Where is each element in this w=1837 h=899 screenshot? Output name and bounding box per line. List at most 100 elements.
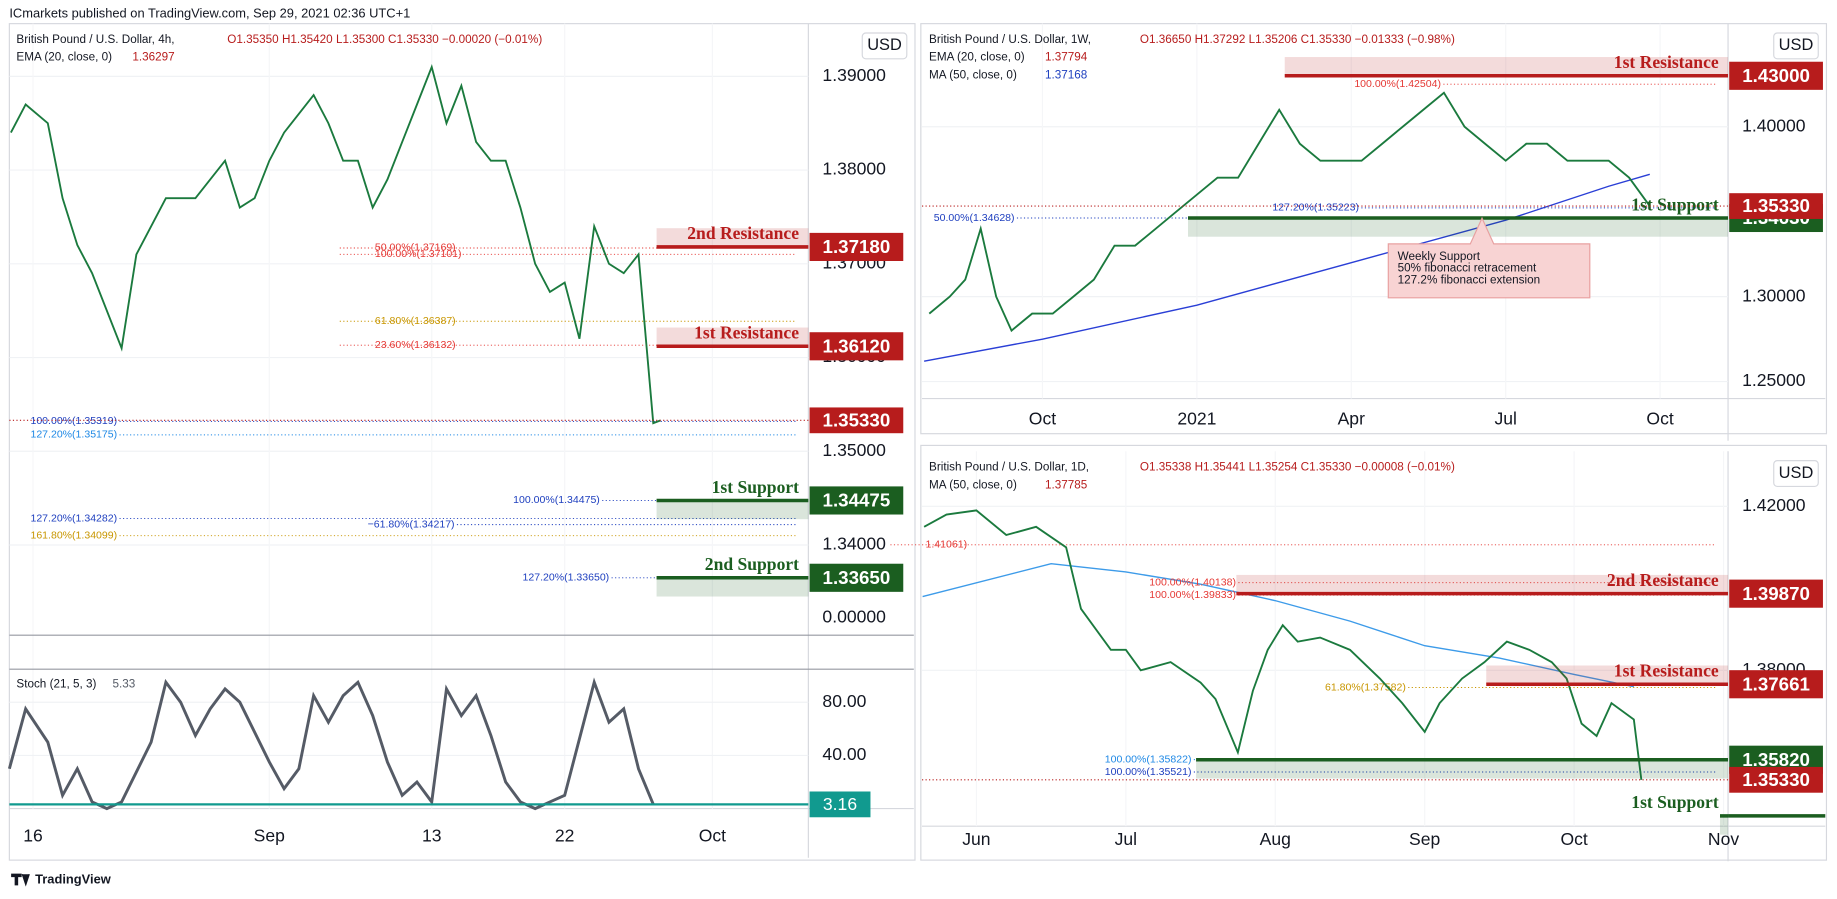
x-tick-label: 2021	[1177, 408, 1216, 428]
x-tick-label: 16	[23, 825, 43, 845]
stoch-tick-label: 80.00	[822, 691, 866, 711]
fib-label: 127.20%(1.35175)	[30, 429, 117, 441]
y-tick-label: 1.40000	[1742, 115, 1806, 135]
ohlc: O1.35338 H1.35441 L1.35254 C1.35330 −0.0…	[1140, 461, 1455, 474]
level-price-box	[1729, 61, 1823, 90]
x-tick-label: Jul	[1494, 408, 1516, 428]
y-tick-label: 1.35000	[822, 440, 886, 460]
level-price: 1.36120	[823, 335, 891, 356]
level-price: 1.39870	[1742, 583, 1810, 604]
chart-title: British Pound / U.S. Dollar, 4h,	[16, 33, 174, 46]
fib-label: 61.80%(1.37582)	[1325, 681, 1406, 693]
level-zone	[1188, 217, 1729, 237]
fib-label: 50.00%(1.34628)	[934, 212, 1015, 224]
level-name: 1st Resistance	[1614, 661, 1719, 681]
level-zone	[1196, 759, 1729, 779]
stoch-last-label: 3.16	[823, 794, 857, 814]
indicator-name: MA (50, close, 0)	[929, 478, 1017, 491]
y-tick-label: 1.38000	[822, 159, 886, 179]
volume-label: 0.00000	[822, 606, 886, 626]
y-tick-label: 1.39000	[822, 65, 886, 85]
level-price: 1.33650	[823, 567, 891, 588]
fib-label: 161.80%(1.34099)	[30, 529, 117, 541]
x-tick-label: Jun	[962, 829, 990, 849]
price-line	[928, 91, 1651, 333]
annotation-text: 127.2% fibonacci extension	[1398, 273, 1540, 286]
indicator-name: EMA (20, close, 0)	[929, 51, 1025, 64]
footer-brand: TradingView	[35, 871, 112, 886]
price-label: 1.35330	[1742, 195, 1810, 216]
x-tick-label: Sep	[1409, 829, 1440, 849]
x-tick-label: Apr	[1338, 408, 1365, 428]
level-zone	[656, 228, 809, 247]
level-name: 1st Resistance	[1614, 52, 1719, 72]
fib-label: 100.00%(1.35822)	[1105, 753, 1192, 765]
price-line	[923, 509, 1643, 780]
fib-label: 100.00%(1.37101)	[375, 248, 462, 260]
level-price-box	[809, 563, 904, 592]
x-tick-label: Oct	[699, 825, 726, 845]
level-price: 1.35820	[1742, 749, 1810, 770]
price-label: 1.35330	[823, 409, 891, 430]
chart-title: British Pound / U.S. Dollar, 1W,	[929, 33, 1091, 46]
annotation-box	[1387, 216, 1591, 299]
price-box	[1729, 193, 1823, 219]
level-price-box	[1729, 670, 1823, 699]
price-label: 1.35330	[1742, 769, 1810, 790]
moving-average	[923, 173, 1650, 362]
level-price-box	[809, 332, 904, 361]
indicator-value: 1.36297	[132, 51, 174, 64]
y-tick-label: 1.42000	[1742, 495, 1806, 515]
currency: USD	[867, 36, 902, 54]
annotation-text: Weekly Support	[1398, 250, 1481, 263]
level-name: 2nd Support	[705, 554, 799, 574]
annotation-text: 50% fibonacci retracement	[1398, 262, 1537, 275]
level-name: 1st Support	[712, 477, 800, 497]
level-name: 2nd Resistance	[1607, 570, 1719, 590]
currency: USD	[1779, 36, 1814, 54]
level-price: 1.34475	[823, 490, 891, 511]
chart-title: British Pound / U.S. Dollar, 1D,	[929, 461, 1089, 474]
level-zone	[1236, 574, 1729, 594]
level-price: 1.37180	[823, 236, 891, 257]
x-tick-label: Oct	[1560, 829, 1587, 849]
panel-frame	[920, 23, 1828, 435]
fib-label: 100.00%(1.34475)	[513, 494, 600, 506]
moving-average	[922, 563, 1634, 688]
level-zone	[1284, 57, 1729, 76]
stoch-label: Stoch (21, 5, 3)	[16, 677, 96, 690]
x-tick-label: Aug	[1260, 829, 1291, 849]
x-tick-label: Nov	[1708, 829, 1739, 849]
level-zone	[1486, 665, 1729, 685]
level-price-box	[809, 232, 904, 261]
ohlc: O1.36650 H1.37292 L1.35206 C1.35330 −0.0…	[1140, 33, 1455, 46]
level-price: 1.43000	[1742, 65, 1810, 86]
indicator-value: 1.37794	[1045, 51, 1088, 64]
fib-label: 100.00%(1.35319)	[30, 415, 117, 427]
fib-label: 127.20%(1.34282)	[30, 512, 117, 524]
panel-frame	[8, 23, 916, 861]
currency-box	[861, 32, 908, 60]
stoch-reading: 5.33	[112, 677, 135, 690]
level-name: 1st Support	[1631, 194, 1719, 214]
level-name: 2nd Resistance	[687, 223, 799, 243]
stoch-last-box	[809, 791, 871, 818]
x-tick-label: 13	[422, 825, 442, 845]
ohlc: O1.35350 H1.35420 L1.35300 C1.35330 −0.0…	[227, 33, 542, 46]
level-price-box	[1729, 579, 1823, 608]
level-price: 1.37661	[1742, 673, 1810, 694]
x-tick-label: Jul	[1115, 829, 1137, 849]
fib-label: 23.60%(1.36132)	[375, 339, 456, 351]
stoch-tick-label: 40.00	[822, 744, 866, 764]
indicator-name: EMA (20, close, 0)	[16, 51, 112, 64]
currency-box	[1773, 32, 1819, 60]
level-name: 1st Support	[1631, 792, 1719, 812]
panel-frame	[920, 444, 1828, 861]
level-price-box	[809, 486, 904, 515]
level-zone	[656, 577, 809, 597]
y-tick-label: 1.30000	[1742, 285, 1806, 305]
fib-label: 50.00%(1.37169)	[375, 242, 456, 254]
